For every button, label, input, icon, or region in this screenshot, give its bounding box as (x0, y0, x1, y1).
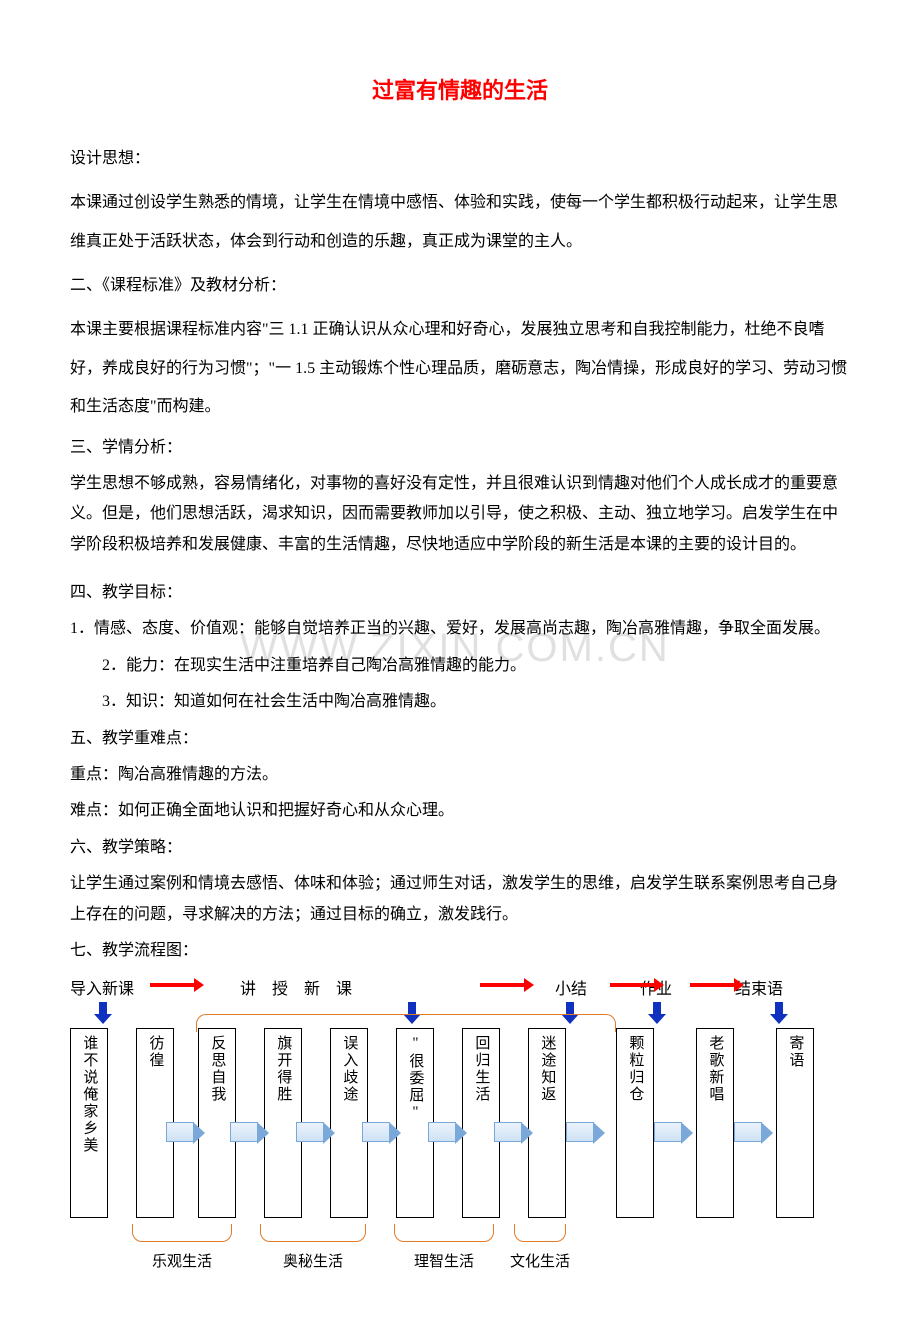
right-arrow-icon (296, 1122, 324, 1142)
brace-bottom (132, 1224, 232, 1242)
section5-line2: 难点：如何正确全面地认识和把握好奇心和从众心理。 (70, 796, 850, 826)
right-arrow-icon (734, 1122, 762, 1142)
flow-bottom-label: 理智生活 (414, 1248, 474, 1277)
flow-bottom-label: 奥秘生活 (283, 1248, 343, 1277)
section4-heading: 四、教学目标： (70, 578, 850, 608)
section6-heading: 六、教学策略： (70, 833, 850, 863)
down-arrow-icon (772, 1002, 786, 1024)
section4-item3: 3．知识：知道如何在社会生活中陶冶高雅情趣。 (70, 687, 850, 717)
red-arrow-icon (150, 980, 204, 990)
down-arrow-icon (650, 1002, 664, 1024)
section3-heading: 三、学情分析： (70, 433, 850, 463)
section3-body: 学生思想不够成熟，容易情绪化，对事物的喜好没有定性，并且很难认识到情趣对他们个人… (70, 469, 850, 560)
down-arrow-icon (96, 1002, 110, 1024)
section6-body: 让学生通过案例和情境去感悟、体味和体验；通过师生对话，激发学生的思维，启发学生联… (70, 869, 850, 930)
red-arrow-icon (690, 980, 744, 990)
section5-heading: 五、教学重难点： (70, 724, 850, 754)
flow-box: 迷途知返 (528, 1028, 566, 1218)
section1-heading: 设计思想： (70, 140, 850, 178)
flowchart: 导入新课讲 授 新 课小结作业结束语 谁不说俺家乡美彷徨反思自我旗开得胜误入歧途… (70, 972, 850, 1302)
page-title: 过富有情趣的生活 (70, 70, 850, 112)
section4-item1: 1．情感、态度、价值观：能够自觉培养正当的兴趣、爱好，发展高尚志趣，陶冶高雅情趣… (70, 614, 850, 644)
section7-heading: 七、教学流程图： (70, 936, 850, 966)
red-arrow-icon (610, 980, 664, 990)
right-arrow-icon (654, 1122, 682, 1142)
flow-top-label: 小结 (555, 975, 587, 1005)
red-arrow-icon (480, 980, 534, 990)
flow-box: 颗粒归仓 (616, 1028, 654, 1218)
flow-box: 寄语 (776, 1028, 814, 1218)
section2-body: 本课主要根据课程标准内容"三 1.1 正确认识从众心理和好奇心，发展独立思考和自… (70, 311, 850, 426)
right-arrow-icon (362, 1122, 390, 1142)
right-arrow-icon (494, 1122, 522, 1142)
brace-bottom (514, 1224, 566, 1242)
right-arrow-icon (566, 1122, 594, 1142)
right-arrow-icon (428, 1122, 456, 1142)
brace-bottom (260, 1224, 366, 1242)
flow-top-label: 导入新课 (70, 975, 134, 1005)
right-arrow-icon (166, 1122, 194, 1142)
flow-box: 老歌新唱 (696, 1028, 734, 1218)
section5-line1: 重点：陶冶高雅情趣的方法。 (70, 760, 850, 790)
flow-bottom-label: 乐观生活 (152, 1248, 212, 1277)
right-arrow-icon (230, 1122, 258, 1142)
flow-top-label: 讲 授 新 课 (240, 975, 352, 1005)
brace-bottom (394, 1224, 494, 1242)
flow-bottom-label: 文化生活 (510, 1248, 570, 1277)
section2-heading: 二、《课程标准》及教材分析： (70, 267, 850, 305)
flow-box: 谁不说俺家乡美 (70, 1028, 108, 1218)
section4-item2: 2．能力：在现实生活中注重培养自己陶冶高雅情趣的能力。 (70, 651, 850, 681)
section1-body: 本课通过创设学生熟悉的情境，让学生在情境中感悟、体验和实践，使每一个学生都积极行… (70, 184, 850, 261)
